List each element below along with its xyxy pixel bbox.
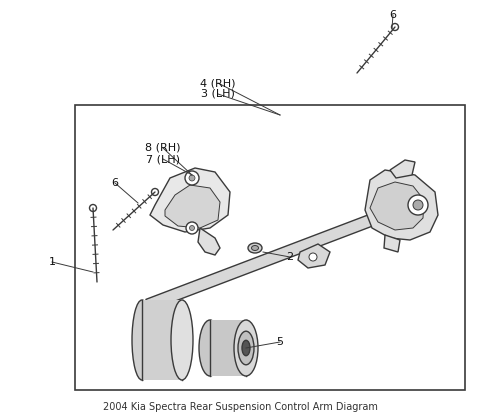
Ellipse shape (199, 320, 221, 376)
Polygon shape (146, 207, 392, 311)
Polygon shape (165, 185, 220, 228)
Circle shape (392, 24, 398, 31)
Circle shape (152, 189, 158, 195)
Text: 1: 1 (48, 257, 56, 267)
Polygon shape (384, 235, 400, 252)
Ellipse shape (171, 300, 193, 380)
Text: 8 (RH): 8 (RH) (145, 143, 181, 153)
Text: 6: 6 (389, 10, 396, 20)
Polygon shape (142, 300, 182, 380)
Ellipse shape (238, 331, 254, 365)
Polygon shape (150, 168, 230, 232)
Text: 6: 6 (111, 178, 119, 188)
Ellipse shape (132, 300, 152, 380)
Circle shape (408, 195, 428, 215)
Bar (75, 105, 465, 390)
Circle shape (185, 171, 199, 185)
Ellipse shape (248, 243, 262, 253)
Ellipse shape (242, 340, 250, 356)
Circle shape (89, 205, 96, 212)
Circle shape (186, 222, 198, 234)
Circle shape (413, 200, 423, 210)
Polygon shape (365, 170, 438, 240)
Polygon shape (198, 228, 220, 255)
Ellipse shape (234, 320, 258, 376)
Text: 7 (LH): 7 (LH) (146, 154, 180, 164)
Ellipse shape (252, 246, 259, 250)
Text: 3 (LH): 3 (LH) (201, 89, 235, 99)
Text: 4 (RH): 4 (RH) (200, 78, 236, 88)
Polygon shape (390, 160, 415, 178)
Circle shape (189, 175, 195, 181)
Text: 2: 2 (287, 252, 294, 262)
Polygon shape (298, 244, 330, 268)
Polygon shape (370, 182, 424, 230)
Text: 5: 5 (276, 337, 284, 347)
Text: 2004 Kia Spectra Rear Suspension Control Arm Diagram: 2004 Kia Spectra Rear Suspension Control… (103, 402, 377, 412)
Circle shape (309, 253, 317, 261)
Circle shape (190, 226, 194, 231)
Polygon shape (210, 320, 246, 376)
